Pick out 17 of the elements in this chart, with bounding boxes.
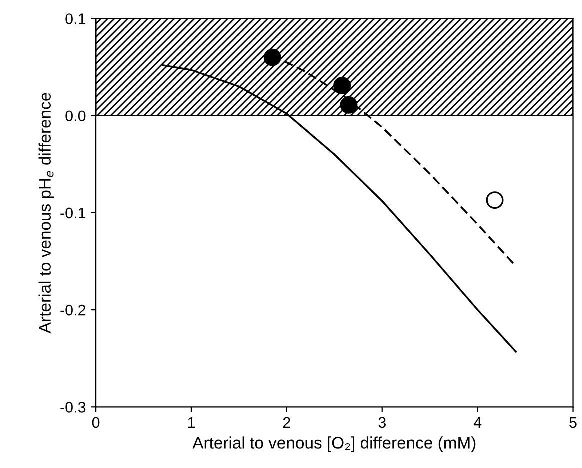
x-tick-label: 0 <box>92 417 100 428</box>
x-tick-label: 1 <box>188 417 195 428</box>
y-tick-label: 0.0 <box>66 110 86 122</box>
y-tick-label: -0.3 <box>60 402 86 413</box>
point <box>334 76 352 94</box>
y-tick-label: 0.1 <box>66 14 86 24</box>
y-tick-label: -0.2 <box>60 304 86 316</box>
point <box>340 96 358 114</box>
y-axis-title: Arterial to venous pH$_{e}$ difference <box>38 93 54 334</box>
x-tick-label: 4 <box>474 417 482 428</box>
x-tick-label: 2 <box>283 417 290 428</box>
x-tick-label: 3 <box>378 417 386 428</box>
x-tick-label: 5 <box>570 417 577 428</box>
x-axis-title: Arterial to venous [O₂] difference (mM) <box>192 436 476 452</box>
point <box>264 48 282 66</box>
y-tick-label: -0.1 <box>60 208 86 219</box>
point <box>486 192 504 210</box>
